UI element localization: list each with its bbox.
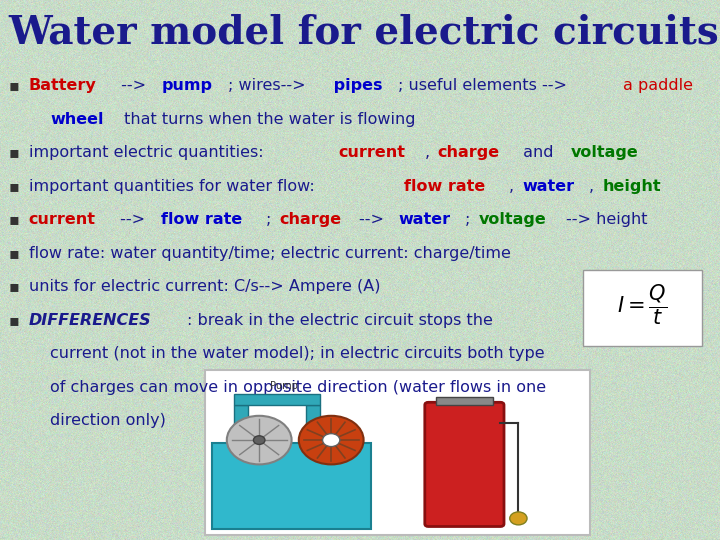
Text: direction only): direction only) <box>50 413 166 428</box>
FancyBboxPatch shape <box>205 370 590 535</box>
Text: ;: ; <box>266 212 276 227</box>
Text: important electric quantities:: important electric quantities: <box>29 145 269 160</box>
Text: wheel: wheel <box>50 112 104 127</box>
Text: : break in the electric circuit stops the: : break in the electric circuit stops th… <box>187 313 493 328</box>
FancyBboxPatch shape <box>306 405 320 443</box>
Text: ▪: ▪ <box>9 78 19 93</box>
Text: ; wires-->: ; wires--> <box>228 78 305 93</box>
Text: ; useful elements -->: ; useful elements --> <box>398 78 572 93</box>
Text: voltage: voltage <box>479 212 546 227</box>
FancyBboxPatch shape <box>234 405 248 443</box>
Text: ,: , <box>425 145 435 160</box>
Text: ▪: ▪ <box>9 212 19 227</box>
Text: ▪: ▪ <box>9 246 19 261</box>
Text: height: height <box>603 179 661 194</box>
Text: pipes: pipes <box>328 78 382 93</box>
Text: ,: , <box>509 179 519 194</box>
FancyBboxPatch shape <box>212 443 371 529</box>
Text: ▪: ▪ <box>9 179 19 194</box>
FancyBboxPatch shape <box>234 394 320 405</box>
Text: that turns when the water is flowing: that turns when the water is flowing <box>120 112 416 127</box>
Text: --> height: --> height <box>567 212 648 227</box>
Text: and: and <box>518 145 559 160</box>
Text: flow rate: flow rate <box>404 179 485 194</box>
Text: a paddle: a paddle <box>623 78 693 93</box>
Text: water: water <box>522 179 575 194</box>
FancyBboxPatch shape <box>436 397 493 405</box>
Text: $I = \dfrac{Q}{t}$: $I = \dfrac{Q}{t}$ <box>618 282 667 327</box>
Text: flow rate: flow rate <box>161 212 242 227</box>
Text: ;: ; <box>465 212 476 227</box>
Text: ▪: ▪ <box>9 145 19 160</box>
Text: ,: , <box>590 179 600 194</box>
FancyBboxPatch shape <box>583 270 702 346</box>
Text: DIFFERENCES: DIFFERENCES <box>29 313 151 328</box>
Text: charge: charge <box>279 212 341 227</box>
Text: ▪: ▪ <box>9 279 19 294</box>
FancyBboxPatch shape <box>425 402 504 526</box>
Text: pump: pump <box>162 78 212 93</box>
Text: Water model for electric circuits: Water model for electric circuits <box>9 14 719 51</box>
Text: units for electric current: C/s--> Ampere (A): units for electric current: C/s--> Amper… <box>29 279 380 294</box>
Text: voltage: voltage <box>570 145 638 160</box>
Text: current: current <box>338 145 405 160</box>
Text: important quantities for water flow:: important quantities for water flow: <box>29 179 320 194</box>
Text: water: water <box>398 212 450 227</box>
Text: ▪: ▪ <box>9 313 19 328</box>
Text: -->: --> <box>359 212 390 227</box>
Text: -->: --> <box>116 78 151 93</box>
Text: current: current <box>29 212 96 227</box>
Text: Battery: Battery <box>29 78 96 93</box>
Circle shape <box>253 436 265 444</box>
Text: current (not in the water model); in electric circuits both type: current (not in the water model); in ele… <box>50 346 545 361</box>
Text: flow rate: water quantity/time; electric current: charge/time: flow rate: water quantity/time; electric… <box>29 246 510 261</box>
Circle shape <box>299 416 364 464</box>
Text: charge: charge <box>438 145 500 160</box>
Circle shape <box>227 416 292 464</box>
Text: of charges can move in opposite direction (water flows in one: of charges can move in opposite directio… <box>50 380 546 395</box>
Text: Pump: Pump <box>270 381 298 391</box>
Circle shape <box>323 434 340 447</box>
Circle shape <box>510 512 527 525</box>
Text: -->: --> <box>115 212 150 227</box>
